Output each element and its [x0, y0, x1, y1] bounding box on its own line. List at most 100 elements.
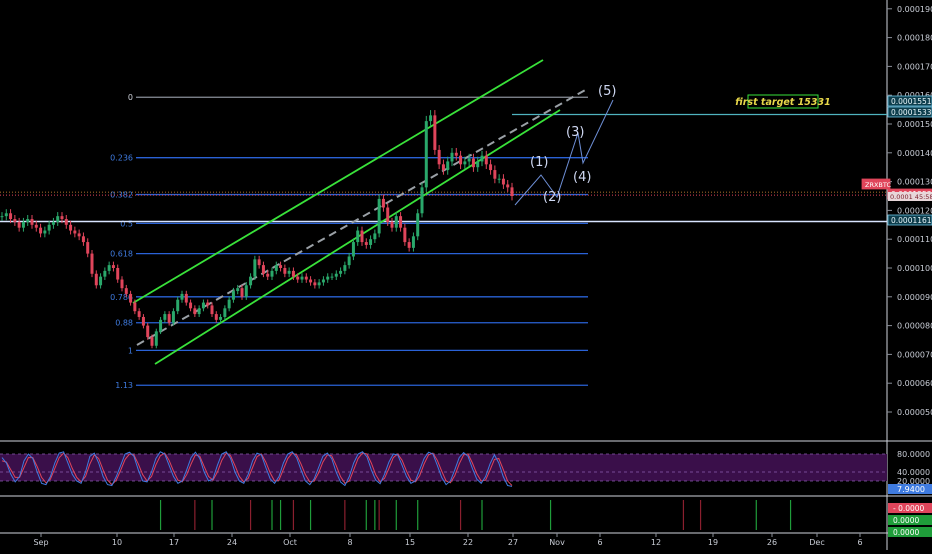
fib-level-label: 0.618	[110, 250, 133, 259]
candle-body	[60, 216, 64, 220]
fib-level-label: 0.5	[120, 219, 133, 228]
candle-body	[287, 270, 291, 274]
target-annotation[interactable]: first target 15331	[735, 94, 831, 109]
candle-body	[231, 291, 235, 300]
candle-body	[339, 270, 343, 274]
candle-body	[9, 213, 13, 220]
candle-body	[214, 314, 218, 320]
channel-median-line[interactable]	[136, 88, 588, 346]
wave-path[interactable]	[514, 99, 614, 206]
candle-body	[300, 276, 304, 280]
price-tick-label: 0.00014000	[897, 149, 932, 158]
fib-level-label: 0.88	[115, 319, 133, 328]
time-tick-label: Nov	[549, 538, 565, 547]
fib-level-label: 1	[128, 346, 133, 355]
candle-body	[111, 265, 115, 268]
candle-body	[356, 230, 360, 243]
wave-label-4: (4)	[573, 170, 591, 185]
price-tick-label: 0.00008000	[897, 322, 932, 331]
candle-body	[317, 282, 321, 286]
fib-level-label: 0.382	[110, 191, 133, 200]
candle-body	[103, 270, 107, 277]
candle-body	[467, 158, 471, 162]
candle-body	[399, 216, 403, 228]
fib-level-label: 1.13	[115, 381, 133, 390]
candle-body	[416, 213, 420, 237]
price-badge-label: 0.00011615	[891, 216, 932, 225]
candle-body	[369, 239, 373, 245]
candle-body	[13, 219, 17, 222]
candle-body	[227, 299, 231, 309]
candle-body	[279, 265, 283, 268]
indicator-value-badge	[888, 527, 932, 537]
candle-body	[193, 308, 197, 315]
candle-body	[56, 216, 60, 222]
candlestick-series	[0, 110, 514, 349]
candle-body	[94, 273, 98, 286]
time-tick-label: 6	[597, 538, 602, 547]
candle-body	[236, 288, 240, 292]
candle-body	[274, 265, 278, 271]
candle-body	[150, 337, 154, 346]
channel-upper-line[interactable]	[132, 59, 544, 304]
candle-body	[347, 256, 351, 266]
horizontal-levels[interactable]	[0, 113, 887, 223]
time-tick-label: 19	[708, 538, 718, 547]
candle-body	[17, 221, 21, 228]
candle-body	[69, 224, 73, 231]
fib-level-label: 0	[128, 93, 133, 102]
candle-body	[459, 155, 463, 165]
candle-body	[321, 279, 325, 283]
candle-body	[497, 178, 501, 180]
wave-label-5: (5)	[598, 84, 616, 99]
candle-body	[34, 224, 38, 228]
candle-body	[167, 314, 171, 323]
candle-body	[296, 276, 300, 280]
stoch-band	[0, 454, 887, 481]
time-tick-label: 17	[169, 538, 179, 547]
candle-body	[309, 279, 313, 283]
symbol-badge-label: ZRXBTC	[865, 181, 891, 189]
candle-body	[343, 265, 347, 271]
candle-body	[201, 302, 205, 309]
time-tick-label: Dec	[809, 538, 824, 547]
candle-body	[407, 242, 411, 248]
candle-body	[39, 227, 43, 234]
price-tick-label: 0.00010000	[897, 264, 932, 273]
indicator-value-badge	[888, 503, 932, 513]
candle-body	[244, 285, 248, 297]
candle-body	[501, 178, 505, 185]
wave-label-2: (2)	[543, 190, 561, 205]
candle-body	[180, 293, 184, 300]
candle-body	[390, 221, 394, 228]
candle-body	[73, 230, 77, 234]
candle-body	[257, 259, 261, 266]
candle-body	[364, 242, 368, 245]
price-tick-label: 0.00015000	[897, 120, 932, 129]
elliott-wave-projection[interactable]: (1) (2) (3) (4) (5)	[514, 84, 616, 206]
candle-body	[480, 155, 484, 162]
countdown-label: 0.0001 45:58	[890, 193, 932, 201]
price-badge	[887, 95, 932, 107]
time-axis[interactable]: Sep 10 17 24 Oct 8 15 22 27 Nov 6 12 19 26 Dec 6	[33, 533, 863, 547]
candle-body	[420, 187, 424, 214]
candle-body	[223, 308, 227, 317]
indicator-value-badge	[888, 515, 932, 525]
price-badge	[887, 106, 932, 118]
candle-body	[26, 219, 30, 222]
candle-body	[326, 276, 330, 280]
target-annotation-text: first target 15331	[735, 97, 830, 108]
candle-body	[176, 299, 180, 312]
wave-label-3: (3)	[566, 125, 584, 140]
time-tick-label: 24	[227, 538, 237, 547]
candle-body	[124, 288, 128, 294]
price-tick-label: 0.00011000	[897, 235, 932, 244]
candle-body	[206, 302, 210, 306]
candle-body	[77, 233, 81, 237]
candle-body	[43, 230, 47, 234]
candle-body	[99, 276, 103, 286]
indicator-value-label: 0.0000	[893, 528, 919, 537]
candle-body	[291, 270, 295, 277]
time-tick-label: 15	[405, 538, 415, 547]
